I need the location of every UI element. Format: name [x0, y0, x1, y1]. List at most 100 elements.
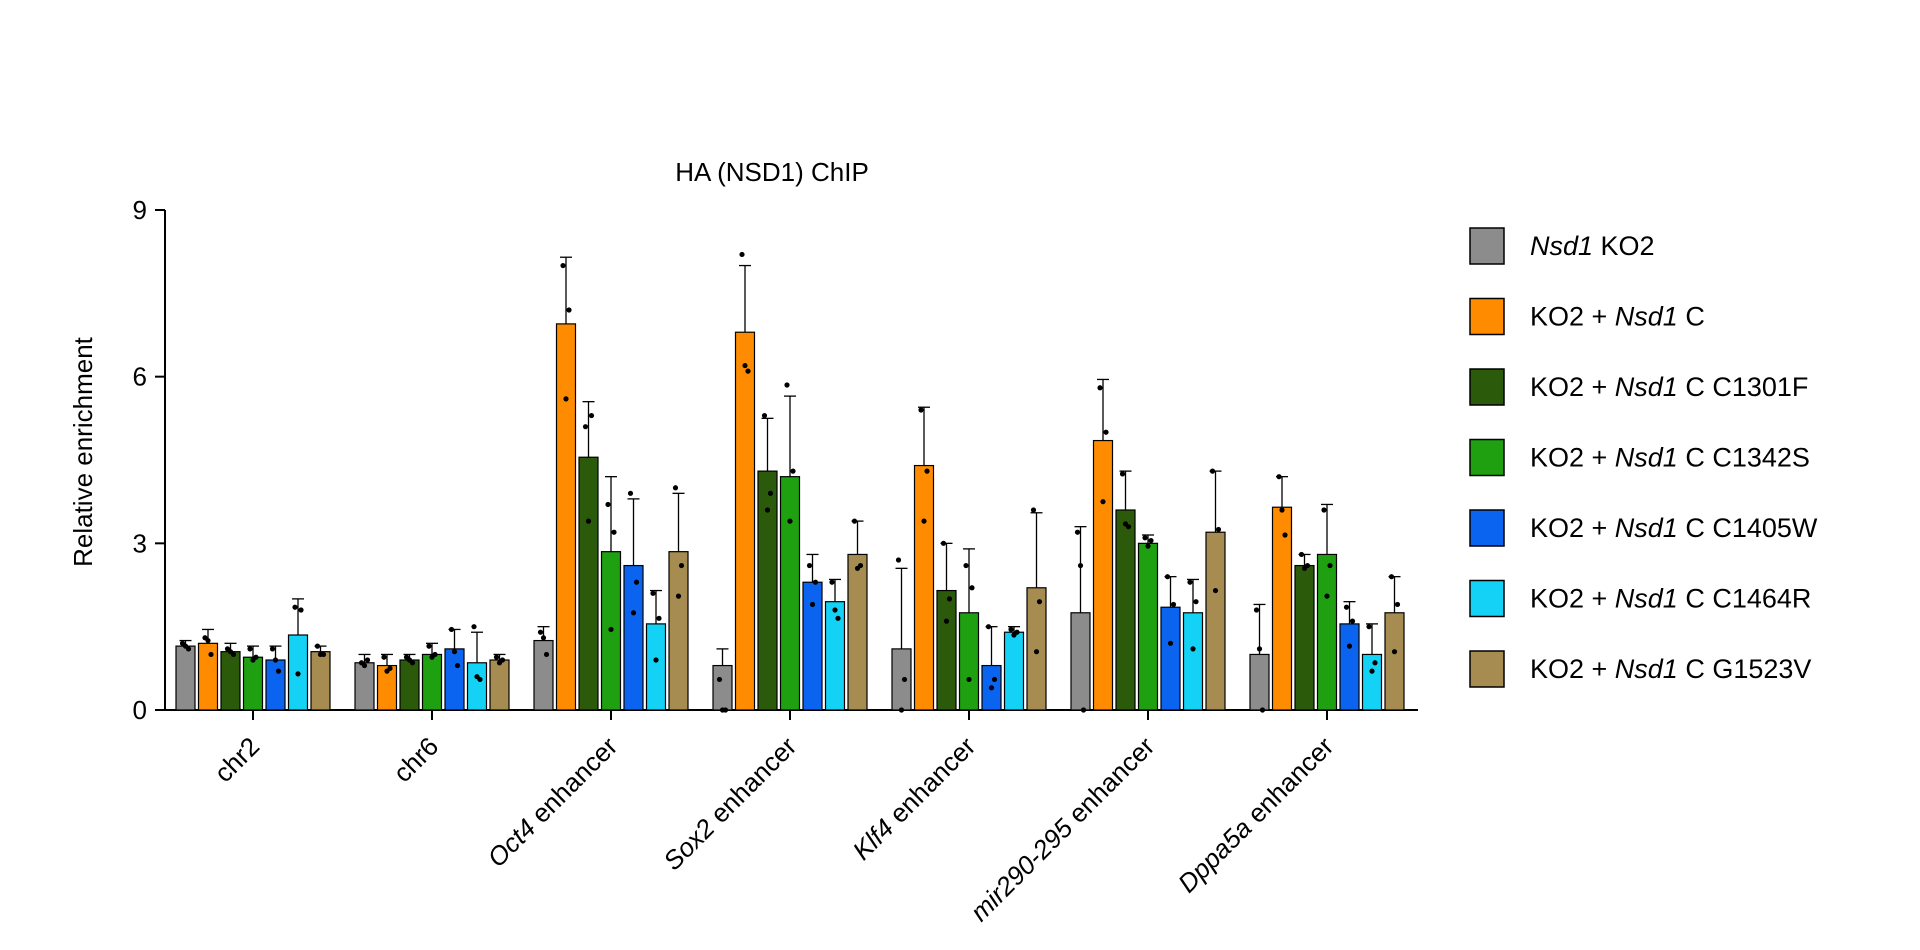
- legend-label-italic: Nsd1: [1615, 443, 1678, 473]
- legend-label-suffix: C C1342S: [1678, 443, 1810, 473]
- data-point: [1259, 707, 1266, 713]
- legend-label: KO2 + Nsd1 C C1301F: [1530, 372, 1808, 402]
- data-point: [1077, 562, 1084, 569]
- legend-swatch: [1469, 227, 1505, 265]
- x-tick-label-text: chr6: [387, 731, 444, 788]
- data-point: [364, 657, 371, 663]
- bar: [197, 642, 219, 711]
- data-point: [1011, 632, 1017, 638]
- data-point: [1391, 649, 1398, 655]
- bar: [913, 464, 935, 711]
- data-point: [787, 518, 793, 524]
- data-point: [295, 671, 301, 677]
- data-point: [1327, 562, 1333, 569]
- data-point: [790, 468, 796, 474]
- bar: [958, 612, 980, 711]
- bar: [802, 581, 823, 711]
- data-point: [1343, 604, 1350, 610]
- bar: [757, 470, 778, 711]
- x-tick-label-text: enhancer: [878, 731, 981, 834]
- data-point: [739, 251, 745, 258]
- data-point: [966, 676, 972, 683]
- bar: [175, 645, 196, 711]
- data-point: [630, 610, 637, 616]
- legend-label-suffix: C C1301F: [1678, 372, 1809, 402]
- legend-label-prefix: KO2 +: [1530, 302, 1615, 332]
- legend-label-italic: Nsd1: [1615, 584, 1678, 614]
- data-point: [451, 649, 458, 655]
- data-point: [678, 562, 685, 569]
- data-point: [454, 662, 461, 669]
- bar: [1160, 606, 1181, 711]
- legend-label-italic: Nsd1: [1615, 513, 1678, 543]
- data-point: [719, 707, 726, 713]
- chart-title: HA (NSD1) ChIP: [675, 157, 869, 187]
- legend-swatch: [1469, 368, 1505, 406]
- data-point: [1212, 587, 1219, 594]
- legend-swatch: [1469, 579, 1505, 618]
- data-point: [764, 507, 771, 513]
- data-point: [1167, 640, 1174, 646]
- legend-label: KO2 + Nsd1 C C1405W: [1530, 513, 1818, 543]
- x-tick-label-italic: Dppa5a: [1172, 813, 1258, 899]
- bar: [1316, 553, 1338, 711]
- x-tick-label: Dppa5a enhancer: [1172, 731, 1340, 899]
- data-point: [1097, 385, 1103, 391]
- data-point: [1100, 499, 1106, 505]
- data-point: [1033, 649, 1040, 655]
- data-point: [1253, 607, 1260, 613]
- data-point: [1209, 468, 1216, 474]
- data-point: [988, 685, 995, 691]
- data-point: [1119, 471, 1126, 477]
- legend-label: KO2 + Nsd1 C C1464R: [1530, 584, 1811, 614]
- legend-label-suffix: KO2: [1593, 231, 1655, 261]
- data-point: [745, 368, 751, 374]
- data-point: [471, 624, 477, 630]
- x-tick-label: chr2: [208, 731, 265, 788]
- legend-label-prefix: KO2 +: [1530, 654, 1615, 684]
- data-point: [924, 468, 930, 474]
- legend-swatch: [1469, 650, 1505, 688]
- data-point: [563, 396, 569, 402]
- bar: [1361, 653, 1383, 711]
- y-tick-label: 9: [133, 195, 147, 225]
- data-point: [969, 585, 975, 591]
- bar: [265, 659, 286, 711]
- data-point: [767, 490, 774, 496]
- data-point: [901, 676, 908, 683]
- legend-label-suffix: C G1523V: [1678, 654, 1812, 684]
- data-point: [269, 646, 276, 652]
- data-point: [650, 590, 656, 596]
- legend-label: KO2 + Nsd1 C C1342S: [1530, 443, 1810, 473]
- data-point: [1349, 618, 1356, 624]
- bar: [1003, 631, 1025, 711]
- data-point: [566, 307, 572, 313]
- bar: [1092, 439, 1114, 711]
- data-point: [582, 424, 589, 430]
- data-point: [943, 618, 950, 624]
- data-point: [208, 651, 214, 658]
- data-point: [1164, 574, 1171, 580]
- data-point: [946, 596, 953, 602]
- bar: [533, 639, 554, 711]
- data-point: [627, 490, 634, 496]
- y-tick-label: 6: [133, 362, 147, 392]
- data-point: [1366, 624, 1372, 630]
- data-point: [1369, 668, 1375, 674]
- bar: [444, 648, 465, 711]
- data-point: [918, 407, 924, 413]
- legend-label-prefix: KO2 +: [1530, 584, 1615, 614]
- data-point: [298, 607, 304, 613]
- data-point: [940, 540, 947, 546]
- bar: [354, 662, 375, 711]
- data-point: [1145, 543, 1151, 549]
- legend-label-suffix: C C1405W: [1678, 513, 1818, 543]
- data-point: [1215, 526, 1222, 533]
- data-point: [317, 651, 324, 658]
- data-point: [585, 518, 592, 524]
- bar: [824, 601, 846, 711]
- bar: [1384, 612, 1405, 711]
- data-point: [1388, 574, 1395, 580]
- bar: [1271, 506, 1293, 711]
